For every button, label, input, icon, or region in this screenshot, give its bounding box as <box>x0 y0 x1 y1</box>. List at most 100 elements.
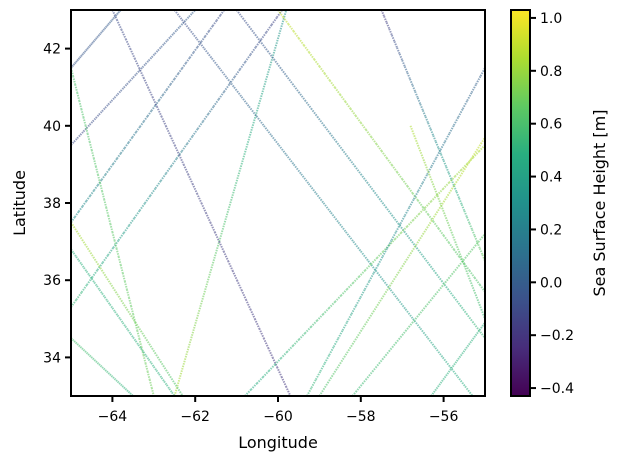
track-9-segment <box>108 303 114 309</box>
track-3-segment <box>93 184 99 192</box>
track-15-segment <box>430 194 438 203</box>
track-4-segment <box>112 239 120 249</box>
track-6-segment <box>164 125 172 136</box>
track-7-segment <box>130 305 135 315</box>
track-11-segment <box>233 86 243 98</box>
track-20-segment <box>480 308 485 315</box>
track-1-segment <box>71 64 75 68</box>
track-8-segment <box>89 252 95 258</box>
track-19-segment <box>477 329 481 333</box>
track-15-segment <box>376 251 384 259</box>
track-11-segment <box>188 28 198 40</box>
track-15-segment <box>322 307 330 316</box>
track-12-segment <box>459 304 468 315</box>
x-axis: −64 −62 −60 −58 −56 <box>98 396 458 425</box>
track-5-segment <box>235 173 240 184</box>
track-20-segment <box>433 188 438 194</box>
x-tick-label: −58 <box>346 409 376 425</box>
track-3-segment <box>181 62 187 69</box>
track-12-segment <box>372 189 381 200</box>
track-20-segment <box>431 183 436 189</box>
track-12-segment <box>335 140 343 151</box>
track-13-segment <box>422 206 429 215</box>
track-4-segment <box>270 16 278 26</box>
track-1-segment <box>88 44 92 47</box>
track-11-segment <box>404 308 414 320</box>
track-2-segment <box>79 130 85 136</box>
track-18-segment <box>381 354 387 361</box>
track-8-segment <box>78 234 84 241</box>
track-9-segment <box>160 377 165 382</box>
track-15-segment <box>394 232 402 240</box>
track-10-segment <box>109 373 113 377</box>
track-4-segment <box>239 61 247 71</box>
colorbar-tick-label: −0.4 <box>540 381 574 397</box>
track-18-segment <box>391 342 397 348</box>
track-3-segment <box>116 152 122 160</box>
colorbar-axis: −0.4 −0.2 0.0 0.2 0.4 0.6 0.8 1.0 <box>530 11 574 397</box>
track-18-segment <box>411 318 417 324</box>
track-4-segment <box>207 106 215 115</box>
track-13-segment <box>401 178 409 187</box>
track-12-segment <box>242 17 250 28</box>
track-10-segment <box>119 383 123 387</box>
track-16-segment <box>395 223 402 233</box>
track-13-segment <box>292 30 300 39</box>
track-5-segment <box>274 38 279 49</box>
track-9-segment <box>88 274 93 280</box>
track-2-segment <box>88 120 94 126</box>
track-5-segment <box>232 183 237 194</box>
track-17-segment <box>467 156 474 164</box>
track-14-segment <box>419 103 424 111</box>
track-14-segment <box>385 22 391 30</box>
track-15-segment <box>244 389 252 396</box>
track-20-segment <box>474 294 479 300</box>
track-3-segment <box>169 78 176 85</box>
track-16-segment <box>430 157 437 167</box>
x-axis-label: Longitude <box>238 433 318 452</box>
track-18-segment <box>480 233 485 239</box>
track-15-segment <box>412 213 420 222</box>
track-17-segment <box>326 376 333 384</box>
track-14-segment <box>445 166 450 174</box>
track-12-segment <box>260 42 269 52</box>
track-8-segment <box>103 273 109 280</box>
track-20-segment <box>459 255 464 262</box>
track-12-segment <box>254 34 263 44</box>
track-13-segment <box>277 10 284 18</box>
track-16-segment <box>372 264 380 274</box>
track-17-segment <box>475 143 482 151</box>
track-19-segment <box>459 353 463 357</box>
track-19-segment <box>441 378 445 382</box>
track-14-segment <box>393 40 398 49</box>
track-7-segment <box>125 289 130 298</box>
track-3-segment <box>211 20 218 27</box>
track-15-segment <box>472 150 480 159</box>
track-5-segment <box>204 279 209 291</box>
track-6-segment <box>142 77 149 88</box>
track-5-segment <box>246 135 251 146</box>
track-15-segment <box>274 357 282 366</box>
track-13-segment <box>453 248 460 258</box>
track-10-segment <box>107 372 111 376</box>
track-1-segment <box>98 32 102 36</box>
track-18-segment <box>447 273 453 280</box>
track-5-segment <box>181 357 187 368</box>
track-16-segment <box>355 297 362 307</box>
track-6-segment <box>218 241 225 252</box>
track-18-segment <box>467 249 473 255</box>
track-20-segment <box>441 207 445 214</box>
track-10-segment <box>116 380 120 384</box>
track-16-segment <box>435 149 442 159</box>
track-2-segment <box>129 76 134 82</box>
track-2-segment <box>172 29 178 35</box>
track-16-segment <box>310 379 317 389</box>
track-16-segment <box>470 83 477 93</box>
track-1-segment <box>95 36 98 40</box>
track-2-segment <box>141 63 147 69</box>
track-1-segment <box>92 39 96 43</box>
track-2-segment <box>150 53 156 58</box>
track-2-segment <box>123 83 128 89</box>
track-5-segment <box>201 289 207 300</box>
track-15-segment <box>406 219 414 228</box>
